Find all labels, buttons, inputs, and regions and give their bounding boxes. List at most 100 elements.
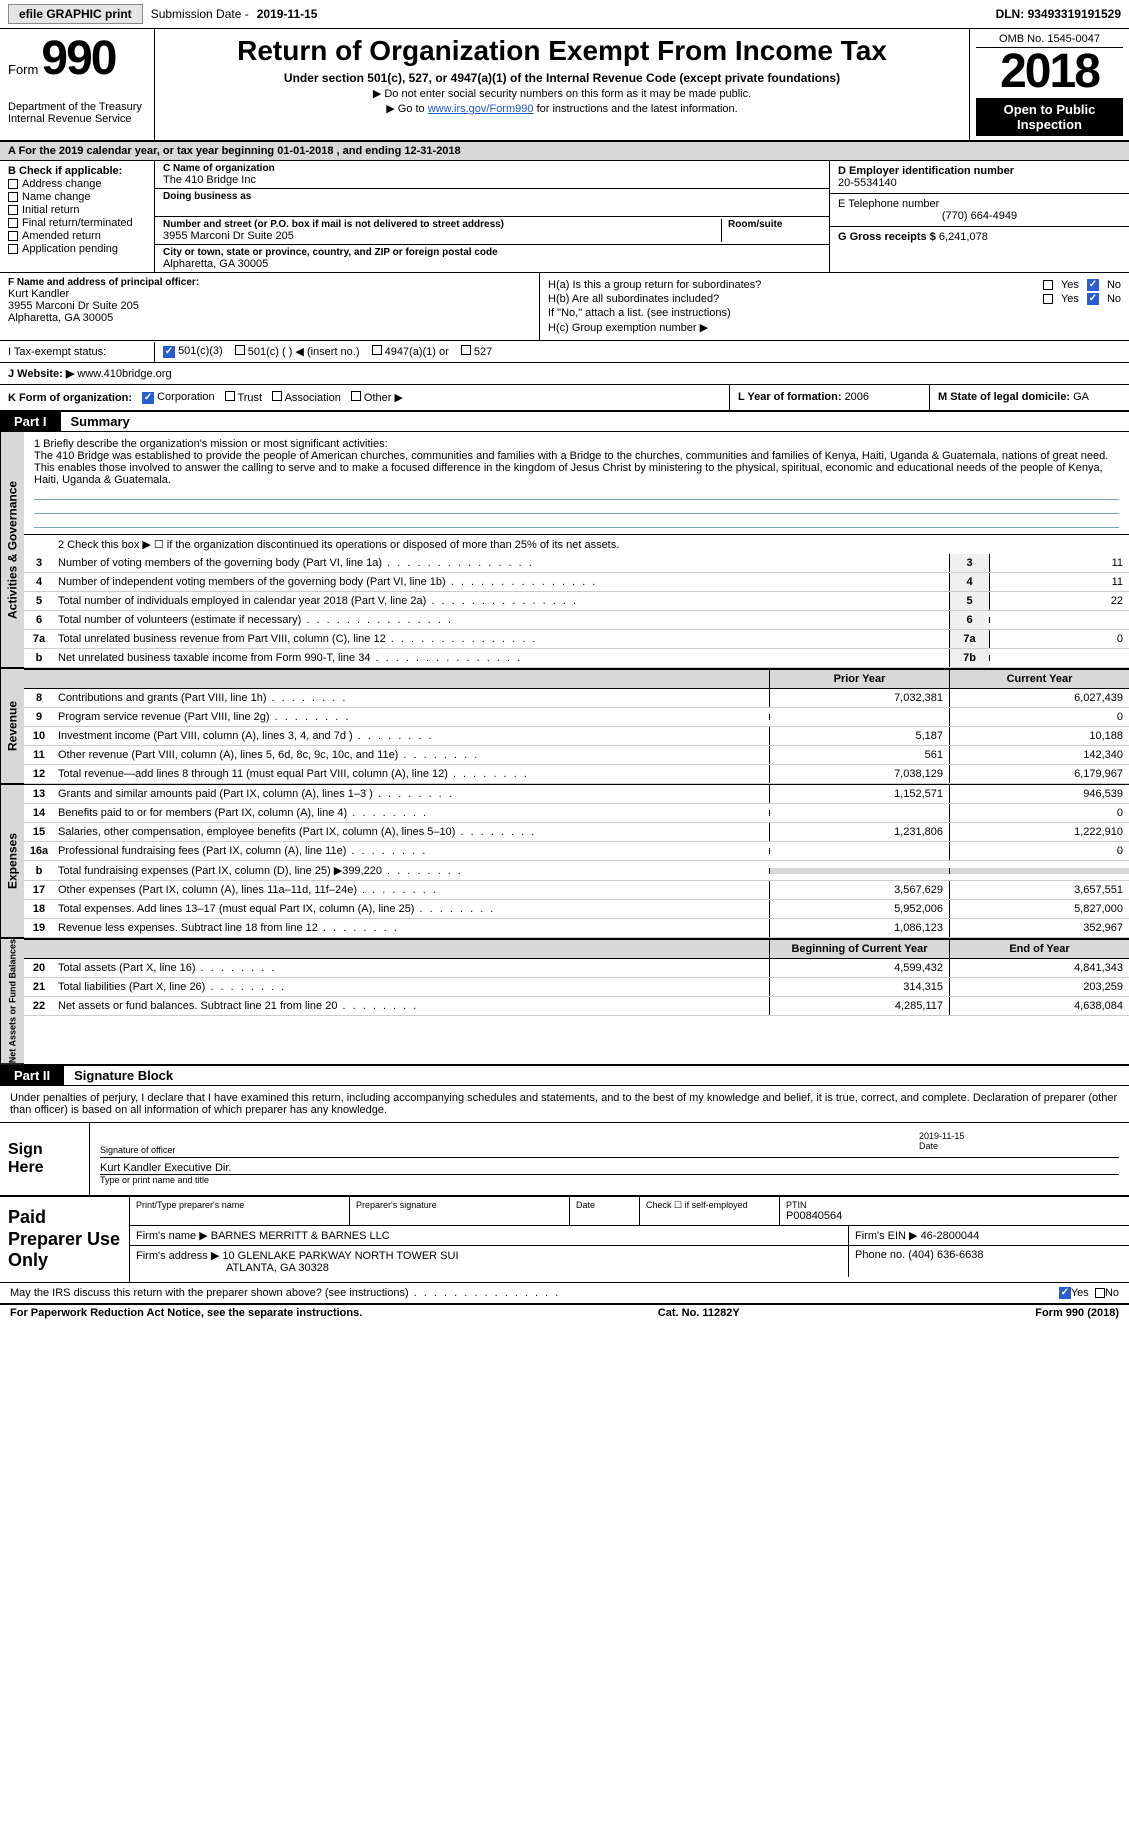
4947-box[interactable]	[372, 345, 382, 355]
dln: DLN: 93493319191529	[996, 7, 1121, 21]
website-row: J Website: ▶ www.410bridge.org	[0, 363, 1129, 385]
year-formation: 2006	[845, 391, 869, 403]
gov-row: bNet unrelated business taxable income f…	[24, 649, 1129, 668]
phone: (770) 664-4949	[838, 210, 1121, 222]
form-note2: ▶ Go to www.irs.gov/Form990 for instruct…	[165, 102, 959, 115]
firm-addr2: ATLANTA, GA 30328	[136, 1262, 842, 1274]
k-assoc[interactable]	[272, 391, 282, 401]
h-a-yes[interactable]	[1043, 280, 1053, 290]
discuss-row: May the IRS discuss this return with the…	[0, 1282, 1129, 1305]
firm-ein: 46-2800044	[921, 1230, 980, 1242]
sig-date: 2019-11-15	[919, 1131, 1119, 1141]
k-other[interactable]	[351, 391, 361, 401]
header-right: OMB No. 1545-0047 2018 Open to Public In…	[969, 29, 1129, 140]
firm-name: BARNES MERRITT & BARNES LLC	[211, 1230, 390, 1242]
fin-row: 19Revenue less expenses. Subtract line 1…	[24, 919, 1129, 938]
tax-exempt-row: I Tax-exempt status: ✓ 501(c)(3) 501(c) …	[0, 341, 1129, 363]
form-page: Form 990 (2018)	[1035, 1307, 1119, 1319]
officer-city: Alpharetta, GA 30005	[8, 312, 531, 324]
checkbox-amended[interactable]	[8, 231, 18, 241]
checkbox-name[interactable]	[8, 192, 18, 202]
fin-row: 15Salaries, other compensation, employee…	[24, 823, 1129, 842]
fin-row: 10Investment income (Part VIII, column (…	[24, 727, 1129, 746]
fin-row: 9Program service revenue (Part VIII, lin…	[24, 708, 1129, 727]
sig-name: Kurt Kandler Executive Dir.	[100, 1162, 1119, 1175]
firm-addr: 10 GLENLAKE PARKWAY NORTH TOWER SUI	[222, 1250, 458, 1262]
officer-street: 3955 Marconi Dr Suite 205	[8, 300, 531, 312]
paid-preparer-block: Paid Preparer Use Only Print/Type prepar…	[0, 1195, 1129, 1282]
gov-row: 7aTotal unrelated business revenue from …	[24, 630, 1129, 649]
officer-name: Kurt Kandler	[8, 288, 531, 300]
sign-here-block: Sign Here Signature of officer 2019-11-1…	[0, 1122, 1129, 1195]
discuss-no[interactable]	[1095, 1288, 1105, 1298]
form-of-org-row: K Form of organization: ✓ Corporation Tr…	[0, 385, 1129, 412]
part-i-header: Part I Summary	[0, 412, 1129, 432]
form-header: Form 990 Department of the Treasury Inte…	[0, 29, 1129, 142]
form-word: Form	[8, 62, 38, 77]
form-title: Return of Organization Exempt From Incom…	[165, 35, 959, 67]
irs-link[interactable]: www.irs.gov/Form990	[428, 103, 534, 115]
ptin: P00840564	[786, 1210, 1123, 1222]
checkbox-final[interactable]	[8, 218, 18, 228]
side-expenses: Expenses	[0, 785, 24, 938]
end-year-hdr: End of Year	[949, 940, 1129, 958]
501c3-checked[interactable]: ✓	[163, 346, 175, 358]
fin-row: 18Total expenses. Add lines 13–17 (must …	[24, 900, 1129, 919]
gov-row: 5Total number of individuals employed in…	[24, 592, 1129, 611]
mission-text: The 410 Bridge was established to provid…	[34, 450, 1119, 486]
fin-row: 8Contributions and grants (Part VIII, li…	[24, 689, 1129, 708]
gov-row: 3Number of voting members of the governi…	[24, 554, 1129, 573]
org-name: The 410 Bridge Inc	[163, 174, 821, 186]
open-to-public: Open to Public Inspection	[976, 98, 1123, 136]
check-if-applicable: B Check if applicable: Address change Na…	[0, 161, 155, 272]
gov-row: 4Number of independent voting members of…	[24, 573, 1129, 592]
side-governance: Activities & Governance	[0, 432, 24, 668]
current-year-hdr: Current Year	[949, 670, 1129, 688]
side-net-assets: Net Assets or Fund Balances	[0, 939, 24, 1064]
header-left: Form 990 Department of the Treasury Inte…	[0, 29, 155, 140]
topbar: efile GRAPHIC print Submission Date - 20…	[0, 0, 1129, 29]
sig-declaration: Under penalties of perjury, I declare th…	[0, 1086, 1129, 1122]
k-corp-checked[interactable]: ✓	[142, 392, 154, 404]
submission-date-label: Submission Date -	[151, 7, 249, 21]
part-ii-header: Part II Signature Block	[0, 1064, 1129, 1086]
fin-row: 16aProfessional fundraising fees (Part I…	[24, 842, 1129, 861]
checkbox-addr[interactable]	[8, 179, 18, 189]
tax-year: 2018	[976, 48, 1123, 96]
gov-row: 6Total number of volunteers (estimate if…	[24, 611, 1129, 630]
checkbox-initial[interactable]	[8, 205, 18, 215]
fin-row: 11Other revenue (Part VIII, column (A), …	[24, 746, 1129, 765]
fin-row: 22Net assets or fund balances. Subtract …	[24, 997, 1129, 1016]
org-info-block: B Check if applicable: Address change Na…	[0, 161, 1129, 273]
fin-row: bTotal fundraising expenses (Part IX, co…	[24, 861, 1129, 881]
org-city: Alpharetta, GA 30005	[163, 258, 821, 270]
state-domicile: GA	[1073, 391, 1089, 403]
website-url: www.410bridge.org	[77, 368, 171, 380]
527-box[interactable]	[461, 345, 471, 355]
discuss-yes-checked[interactable]: ✓	[1059, 1287, 1071, 1299]
k-trust[interactable]	[225, 391, 235, 401]
firm-phone: (404) 636-6638	[908, 1249, 983, 1261]
fin-row: 20Total assets (Part X, line 16)4,599,43…	[24, 959, 1129, 978]
cat-no: Cat. No. 11282Y	[658, 1307, 740, 1319]
prior-year-hdr: Prior Year	[769, 670, 949, 688]
h-b-no-checked[interactable]: ✓	[1087, 293, 1099, 305]
fin-row: 17Other expenses (Part IX, column (A), l…	[24, 881, 1129, 900]
ein: 20-5534140	[838, 177, 1121, 189]
period-end: 12-31-2018	[404, 145, 460, 157]
h-a-no-checked[interactable]: ✓	[1087, 279, 1099, 291]
header-mid: Return of Organization Exempt From Incom…	[155, 29, 969, 140]
fin-row: 14Benefits paid to or for members (Part …	[24, 804, 1129, 823]
org-right-col: D Employer identification number 20-5534…	[829, 161, 1129, 272]
officer-row: F Name and address of principal officer:…	[0, 273, 1129, 341]
line-2: 2 Check this box ▶ ☐ if the organization…	[54, 535, 1129, 554]
officer-block: F Name and address of principal officer:…	[0, 273, 540, 340]
period-start: 01-01-2018	[277, 145, 333, 157]
501c-box[interactable]	[235, 345, 245, 355]
h-b-yes[interactable]	[1043, 294, 1053, 304]
efile-print-button[interactable]: efile GRAPHIC print	[8, 4, 143, 24]
checkbox-pending[interactable]	[8, 244, 18, 254]
form-note1: ▶ Do not enter social security numbers o…	[165, 87, 959, 100]
gross-receipts: 6,241,078	[939, 231, 988, 243]
org-mid-col: C Name of organization The 410 Bridge In…	[155, 161, 829, 272]
